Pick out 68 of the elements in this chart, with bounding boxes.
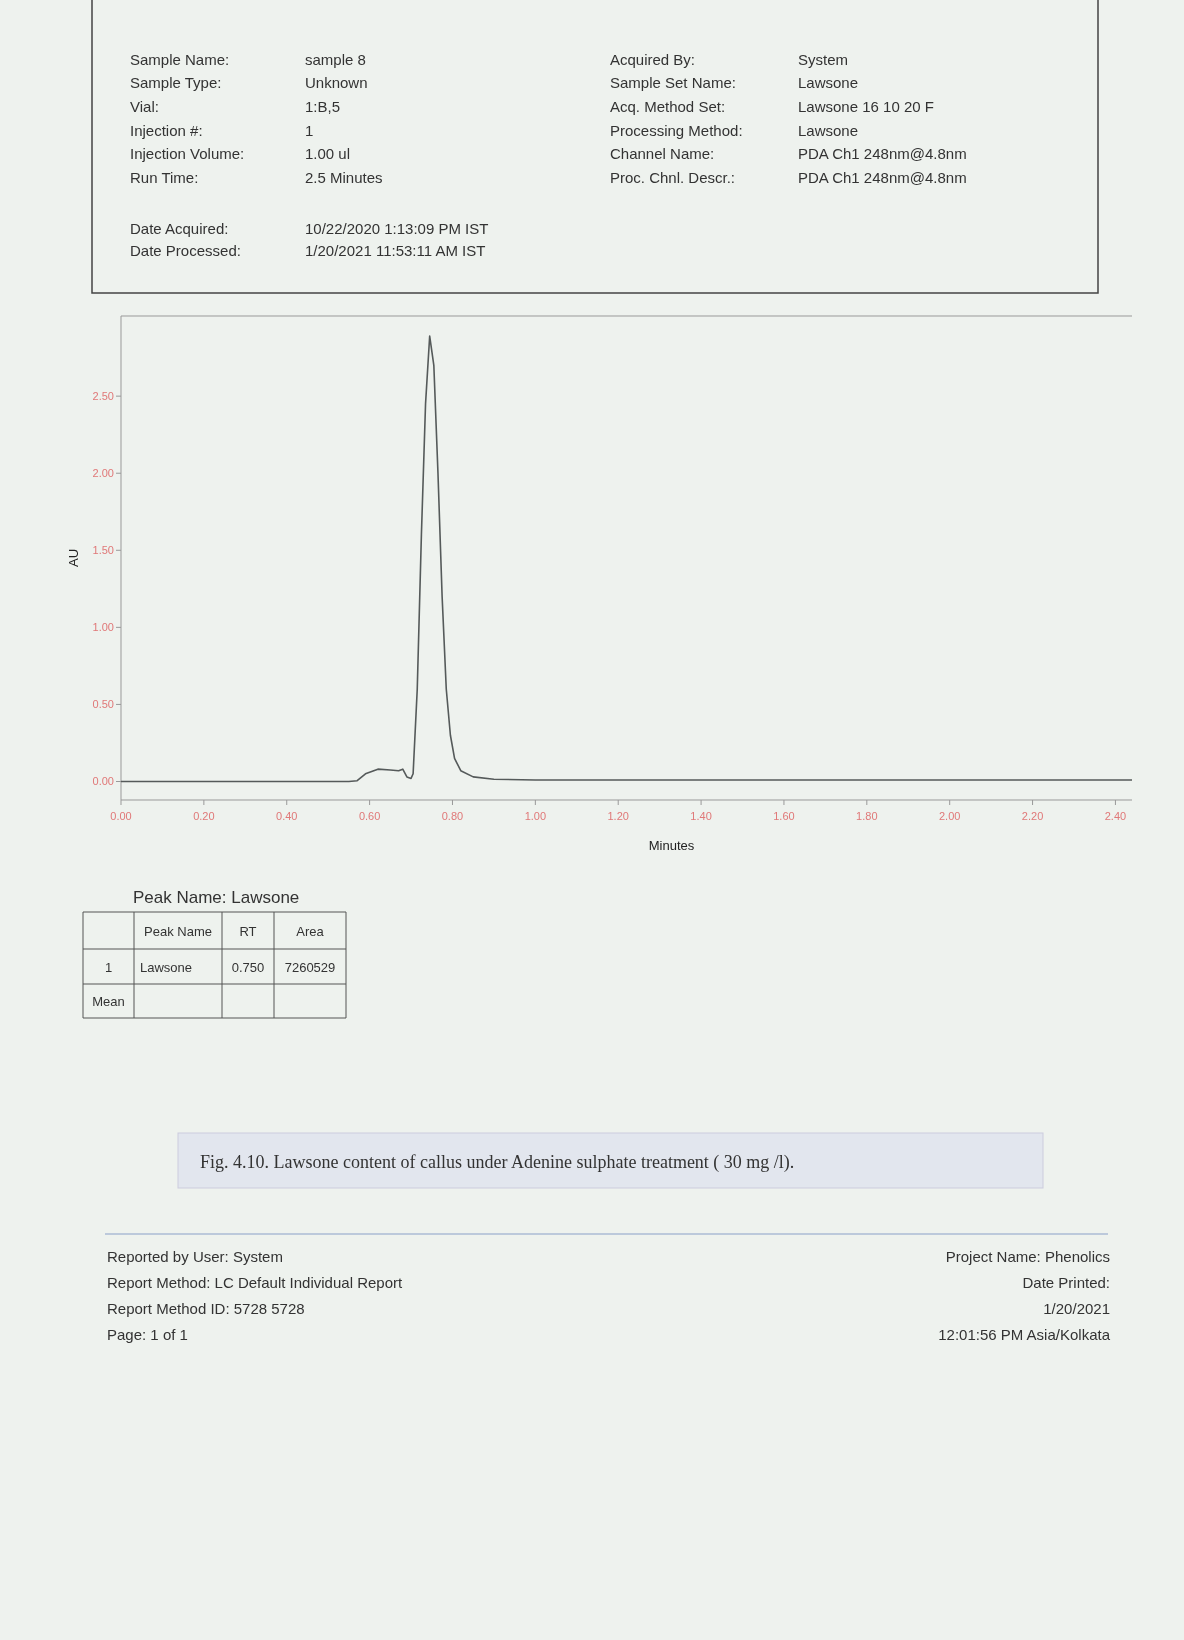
text: Vial:	[130, 98, 159, 115]
text: Date Processed:	[130, 242, 241, 259]
text: sample 8	[305, 51, 366, 68]
y-tick-label: 0.00	[92, 775, 114, 788]
y-tick-label: 2.00	[92, 467, 114, 480]
x-tick-label: 2.20	[1021, 810, 1044, 822]
caption: Fig. 4.10. Lawsone content of callus under Adenine sulphate treatment ( 30 mg /l).	[200, 1152, 795, 1173]
x-tick-label: 1.40	[690, 810, 712, 822]
x-tick-label: 0.80	[441, 810, 464, 822]
text: Lawsone 16 10 20 F	[798, 98, 934, 115]
text: 1/20/2021 11:53:11 AM IST	[305, 242, 486, 259]
text: Project Name: Phenolics	[945, 1248, 1110, 1265]
text: 2.5 Minutes	[305, 169, 383, 186]
text: Mean	[92, 994, 125, 1009]
y-axis-title: AU	[66, 548, 81, 568]
text: Acq. Method Set:	[610, 98, 726, 115]
text: Lawsone	[798, 74, 859, 91]
text: PDA Ch1 248nm@4.8nm	[798, 145, 967, 162]
y-tick-label: 2.50	[92, 390, 114, 402]
text: System	[798, 51, 849, 68]
text: Lawsone	[798, 122, 859, 139]
text: Processing Method:	[610, 122, 743, 139]
x-tick-label: 0.20	[193, 810, 215, 822]
text: Acquired By:	[610, 51, 696, 68]
x-axis-title: Minutes	[648, 838, 695, 853]
text: Proc. Chnl. Descr.:	[610, 169, 736, 186]
text: 1:B,5	[305, 98, 341, 115]
text: 10/22/2020 1:13:09 PM IST	[305, 220, 489, 237]
text: Peak Name	[144, 924, 212, 939]
x-tick-label: 0.60	[358, 810, 381, 822]
text: Injection Volume:	[130, 145, 245, 162]
text: RT	[239, 924, 257, 939]
x-tick-label: 0.40	[276, 810, 298, 822]
x-tick-label: 0.00	[110, 810, 132, 822]
text: Channel Name:	[610, 145, 715, 162]
text: 1	[305, 122, 314, 139]
text: Lawsone	[140, 960, 193, 975]
x-tick-label: 1.80	[856, 810, 878, 822]
y-tick-label: 0.50	[92, 698, 114, 711]
y-tick-label: 1.00	[92, 621, 114, 634]
text: 0.750	[231, 960, 265, 975]
text: Peak Name: Lawsone	[133, 888, 300, 907]
text: Sample Name:	[130, 51, 230, 68]
text: Injection #:	[130, 122, 203, 139]
text: 1	[104, 960, 113, 975]
text: Sample Set Name:	[610, 74, 736, 91]
text: 12:01:56 PM Asia/Kolkata	[938, 1326, 1111, 1343]
text: 1.00 ul	[305, 145, 351, 162]
line-series	[120, 335, 1133, 783]
text: 7260529	[284, 960, 336, 975]
x-tick-label: 1.60	[773, 810, 795, 822]
text: Date Printed:	[1022, 1274, 1110, 1291]
text: PDA Ch1 248nm@4.8nm	[798, 169, 967, 186]
text: Area	[296, 924, 325, 939]
text: 1/20/2021	[1043, 1300, 1110, 1317]
x-tick-label: 1.00	[524, 810, 547, 822]
x-tick-label: 2.40	[1104, 810, 1127, 822]
text: Page: 1 of 1	[107, 1326, 188, 1343]
text: Sample Type:	[130, 74, 222, 91]
y-tick-label: 1.50	[92, 544, 114, 557]
text: Report Method ID: 5728 5728	[107, 1300, 305, 1317]
text: Date Acquired:	[130, 220, 229, 237]
text: Run Time:	[130, 169, 199, 186]
text: Report Method: LC Default Individual Report	[107, 1274, 403, 1291]
text: Reported by User: System	[107, 1248, 283, 1265]
text: Unknown	[305, 74, 368, 91]
x-tick-label: 2.00	[938, 810, 961, 822]
x-tick-label: 1.20	[607, 810, 629, 822]
